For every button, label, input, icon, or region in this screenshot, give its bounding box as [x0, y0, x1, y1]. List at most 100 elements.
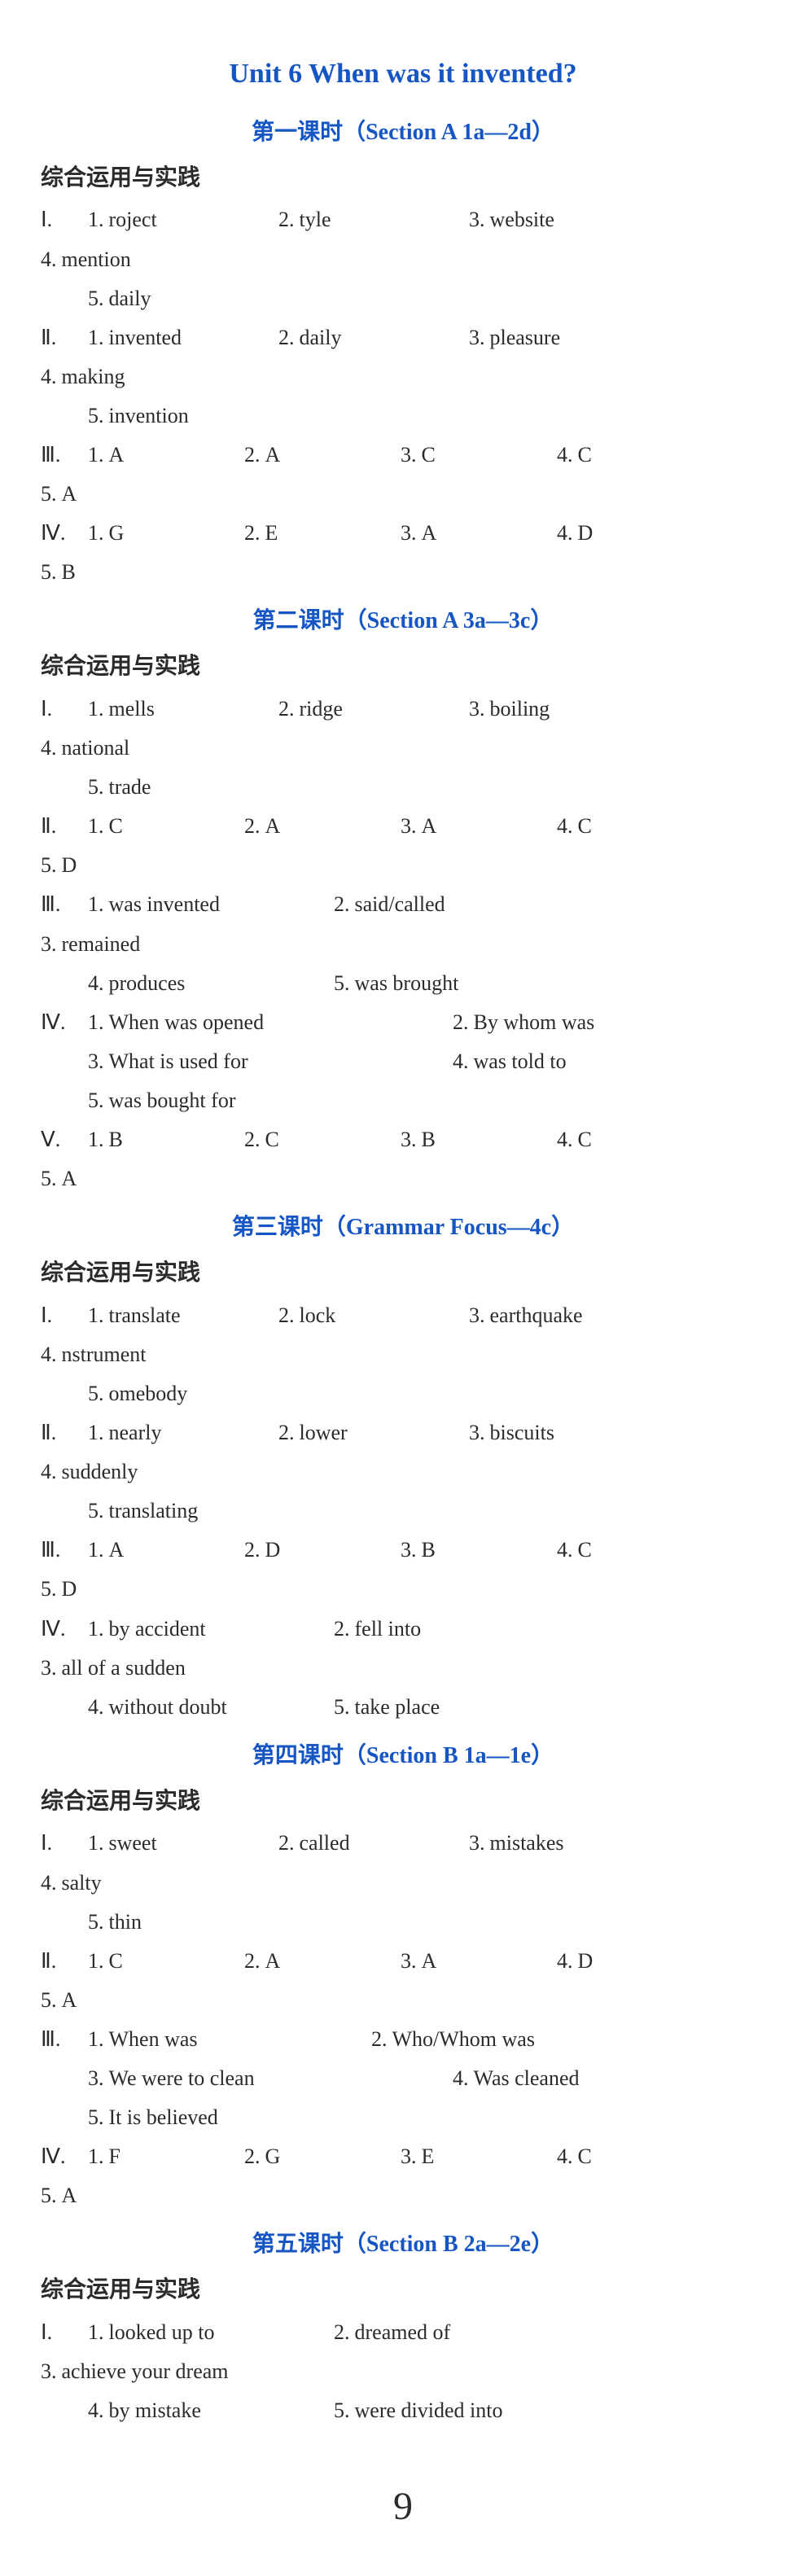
answer: 1.invented: [88, 318, 278, 357]
l5-I-row2: 4.by mistake 5.were divided into: [41, 2391, 765, 2430]
roman-2: Ⅱ.: [41, 1413, 88, 1452]
l3-IV-row2: 4.without doubt 5.take place: [41, 1688, 765, 1727]
l3-I-row2: 5.omebody: [41, 1374, 765, 1413]
answer: 1.looked up to: [88, 2313, 334, 2352]
answer: 5.B: [41, 553, 197, 592]
l2-III-row2: 4.produces 5.was brought: [41, 964, 765, 1003]
answer: 2.lock: [278, 1296, 469, 1335]
answer: 4.making: [41, 357, 231, 396]
answer: 4.D: [557, 514, 713, 553]
l2-V-row: Ⅴ. 1.B 2.C 3.B 4.C 5.A: [41, 1120, 765, 1198]
answer: 5.take place: [334, 1688, 580, 1727]
roman-3: Ⅲ.: [41, 2020, 88, 2059]
answer: 2.said/called: [334, 885, 580, 924]
answer: 4.nstrument: [41, 1335, 231, 1374]
answer: 3.website: [469, 200, 659, 239]
answer: 4.was told to: [453, 1042, 589, 1081]
answer: 4.mention: [41, 240, 231, 279]
l2-IV-row2: 3.What is used for 4.was told to: [41, 1042, 765, 1081]
answer: 3.We were to clean: [88, 2059, 453, 2098]
answer: 3.pleasure: [469, 318, 659, 357]
answer: 1.G: [88, 514, 244, 553]
roman-3: Ⅲ.: [41, 885, 88, 924]
l1-II-row2: 5.invention: [41, 396, 765, 436]
answer: 5.trade: [88, 768, 173, 807]
l2-III-row1: Ⅲ. 1.was invented 2.said/called 3.remain…: [41, 885, 765, 963]
roman-4: Ⅳ.: [41, 514, 88, 553]
unit-title: Unit 6 When was it invented?: [41, 49, 765, 100]
answer: 2.A: [244, 807, 401, 846]
l4-III-row2: 3.We were to clean 4.Was cleaned: [41, 2059, 765, 2098]
l4-I-row2: 5.thin: [41, 1903, 765, 1942]
answer: 1.When was opened: [88, 1003, 453, 1042]
answer: 1.roject: [88, 200, 278, 239]
answer: 5.was brought: [334, 964, 580, 1003]
roman-1: Ⅰ.: [41, 690, 88, 729]
answer: 3.What is used for: [88, 1042, 453, 1081]
answer: 2.fell into: [334, 1610, 580, 1649]
l3-IV-row1: Ⅳ. 1.by accident 2.fell into 3.all of a …: [41, 1610, 765, 1688]
roman-2: Ⅱ.: [41, 807, 88, 846]
answer: 1.A: [88, 436, 244, 475]
l2-IV-row1: Ⅳ. 1.When was opened 2.By whom was: [41, 1003, 765, 1042]
answer: 2.dreamed of: [334, 2313, 580, 2352]
l3-I-row1: Ⅰ. 1.translate 2.lock 3.earthquake 4.nst…: [41, 1296, 765, 1374]
answer: 3.boiling: [469, 690, 659, 729]
answer: 2.G: [244, 2137, 401, 2176]
lesson3-heading: 第三课时（Grammar Focus—4c）: [41, 1207, 765, 1249]
lesson4-sub: 综合运用与实践: [41, 1781, 765, 1823]
answer: 1.C: [88, 807, 244, 846]
answer: 2.By whom was: [453, 1003, 617, 1042]
answer: 5.daily: [88, 279, 174, 318]
answer: 3.remained: [41, 925, 287, 964]
answer: 2.tyle: [278, 200, 469, 239]
answer: 3.A: [401, 807, 557, 846]
answer: 2.Who/Whom was: [371, 2020, 558, 2059]
lesson2-sub: 综合运用与实践: [41, 646, 765, 688]
answer: 4.D: [557, 1942, 713, 1981]
answer: 5.omebody: [88, 1374, 210, 1413]
l1-III-row: Ⅲ. 1.A 2.A 3.C 4.C 5.A: [41, 436, 765, 514]
lesson5-heading: 第五课时（Section B 2a—2e）: [41, 2223, 765, 2266]
roman-4: Ⅳ.: [41, 1610, 88, 1649]
l3-II-row1: Ⅱ. 1.nearly 2.lower 3.biscuits 4.suddenl…: [41, 1413, 765, 1492]
answer: 5.D: [41, 846, 197, 885]
answer: 4.national: [41, 729, 231, 768]
answer: 2.ridge: [278, 690, 469, 729]
answer: 4.suddenly: [41, 1452, 231, 1492]
answer: 5.D: [41, 1570, 197, 1609]
answer: 4.C: [557, 2137, 713, 2176]
l1-I-row2: 5.daily: [41, 279, 765, 318]
answer: 2.daily: [278, 318, 469, 357]
answer: 5.was bought for: [88, 1081, 258, 1120]
answer: 3.B: [401, 1531, 557, 1570]
answer: 1.C: [88, 1942, 244, 1981]
answer: 3.earthquake: [469, 1296, 659, 1335]
answer: 5.A: [41, 1981, 197, 2020]
roman-1: Ⅰ.: [41, 1824, 88, 1863]
answer: 5.A: [41, 475, 197, 514]
page-number: 9: [41, 2471, 765, 2543]
answer: 1.B: [88, 1120, 244, 1159]
answer: 4.produces: [88, 964, 334, 1003]
roman-4: Ⅳ.: [41, 1003, 88, 1042]
answer: 3.E: [401, 2137, 557, 2176]
answer: 2.lower: [278, 1413, 469, 1452]
answer: 3.A: [401, 514, 557, 553]
answer: 5.invention: [88, 396, 212, 436]
answer: 2.A: [244, 436, 401, 475]
lesson5-sub: 综合运用与实践: [41, 2269, 765, 2311]
roman-4: Ⅳ.: [41, 2137, 88, 2176]
roman-3: Ⅲ.: [41, 436, 88, 475]
answer: 1.by accident: [88, 1610, 334, 1649]
lesson1-heading: 第一课时（Section A 1a—2d）: [41, 112, 765, 154]
l4-III-row3: 5.It is believed: [41, 2098, 765, 2137]
l4-IV-row: Ⅳ. 1.F 2.G 3.E 4.C 5.A: [41, 2137, 765, 2215]
answer: 3.mistakes: [469, 1824, 659, 1863]
answer: 4.Was cleaned: [453, 2059, 602, 2098]
answer: 3.A: [401, 1942, 557, 1981]
answer: 5.It is believed: [88, 2098, 241, 2137]
l5-I-row1: Ⅰ. 1.looked up to 2.dreamed of 3.achieve…: [41, 2313, 765, 2391]
l3-III-row: Ⅲ. 1.A 2.D 3.B 4.C 5.D: [41, 1531, 765, 1609]
l1-II-row1: Ⅱ. 1.invented 2.daily 3.pleasure 4.makin…: [41, 318, 765, 396]
